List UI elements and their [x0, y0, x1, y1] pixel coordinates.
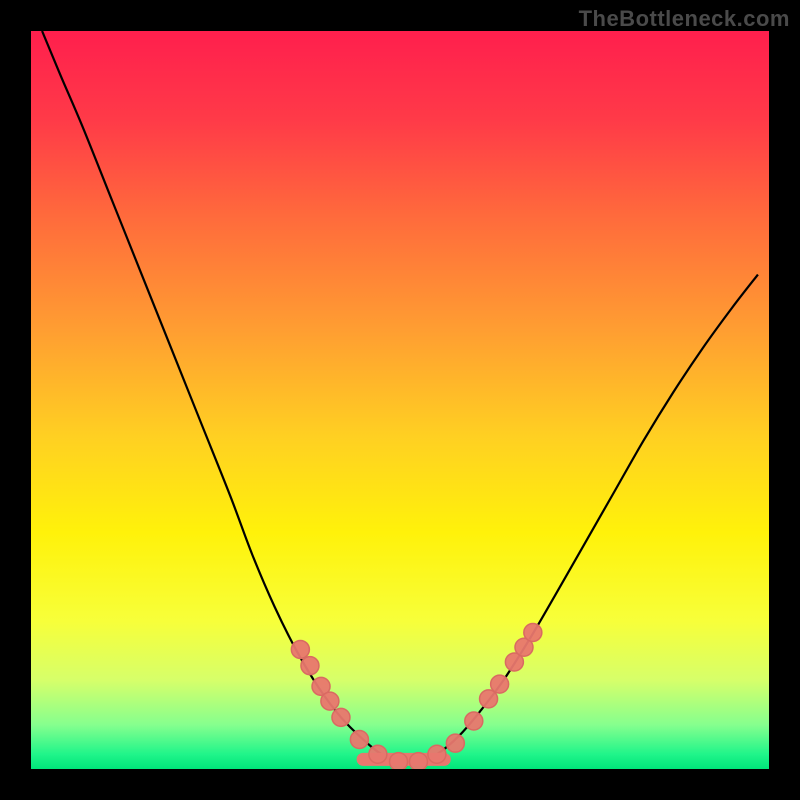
marker-dot: [524, 623, 542, 641]
marker-dot: [409, 753, 427, 769]
marker-dot: [301, 657, 319, 675]
plot-area: [31, 31, 769, 769]
marker-dot: [465, 712, 483, 730]
marker-dot: [428, 745, 446, 763]
bottleneck-chart-svg: [31, 31, 769, 769]
marker-dot: [369, 745, 387, 763]
marker-dot: [446, 734, 464, 752]
chart-background: [31, 31, 769, 769]
marker-dot: [390, 753, 408, 769]
marker-dot: [291, 640, 309, 658]
marker-dot: [350, 730, 368, 748]
watermark-text: TheBottleneck.com: [579, 6, 790, 32]
marker-dot: [491, 675, 509, 693]
marker-dot: [321, 692, 339, 710]
marker-dot: [332, 708, 350, 726]
